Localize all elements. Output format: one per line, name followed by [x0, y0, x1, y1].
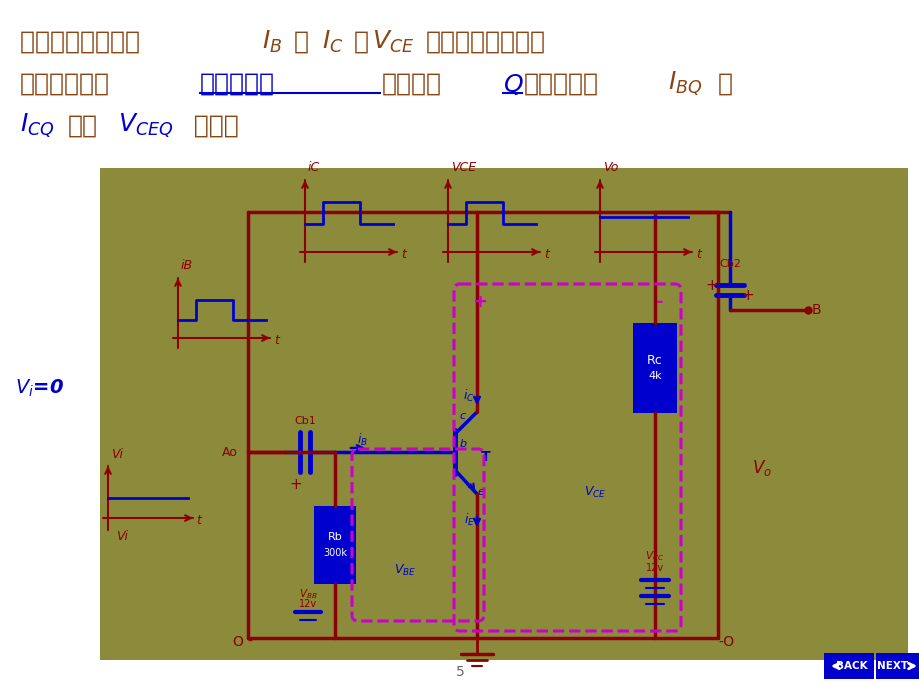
Text: $V_{CEQ}$: $V_{CEQ}$ — [118, 112, 174, 140]
Bar — [632, 323, 676, 413]
Bar — [100, 168, 907, 660]
Text: iC: iC — [308, 161, 320, 174]
Text: $I_B$: $I_B$ — [262, 29, 282, 55]
Text: +: + — [705, 277, 718, 293]
Text: +: + — [472, 293, 487, 311]
Text: 为一点，称为: 为一点，称为 — [20, 72, 110, 96]
Text: 12v: 12v — [299, 599, 317, 609]
Text: Cb2: Cb2 — [719, 259, 740, 269]
Text: c: c — [460, 411, 466, 421]
Bar — [823, 653, 873, 679]
Text: 、: 、 — [294, 30, 326, 54]
Text: 表示。: 表示。 — [185, 114, 239, 138]
Text: BACK: BACK — [835, 661, 867, 671]
Text: 12v: 12v — [645, 563, 664, 573]
Text: 静态时，三极管的: 静态时，三极管的 — [20, 30, 149, 54]
Text: $I_{CQ}$: $I_{CQ}$ — [20, 112, 54, 140]
Text: e: e — [477, 487, 484, 497]
Text: $I_C$: $I_C$ — [322, 29, 343, 55]
Text: Vi: Vi — [116, 529, 128, 542]
Text: 点。一般用: 点。一般用 — [524, 72, 598, 96]
Text: ，常称为: ，常称为 — [381, 72, 441, 96]
Text: Rb: Rb — [327, 532, 342, 542]
Text: $V_{CC}$: $V_{CC}$ — [645, 549, 664, 563]
Text: Vo: Vo — [602, 161, 618, 174]
Text: 、和: 、和 — [68, 114, 98, 138]
Text: $V_{CE}$: $V_{CE}$ — [371, 29, 414, 55]
Text: iB: iB — [181, 259, 193, 272]
Text: 4k: 4k — [648, 371, 661, 381]
Text: -: - — [655, 293, 663, 311]
Text: $V_{CE}$: $V_{CE}$ — [584, 484, 606, 500]
Text: t: t — [274, 333, 278, 346]
Text: T: T — [481, 450, 490, 464]
Text: $i_E$: $i_E$ — [463, 512, 474, 528]
Text: $V_o$: $V_o$ — [751, 458, 771, 478]
Text: t: t — [196, 513, 200, 526]
Text: -O: -O — [717, 635, 733, 649]
Text: 静态工作点: 静态工作点 — [199, 72, 275, 96]
Bar — [313, 506, 356, 584]
Text: Cb1: Cb1 — [294, 416, 315, 426]
Text: O: O — [232, 635, 243, 649]
Text: $V_i$=0: $V_i$=0 — [15, 377, 63, 399]
Text: $V_{BE}$: $V_{BE}$ — [393, 562, 415, 578]
Text: Rc: Rc — [646, 353, 663, 366]
Text: $i_C$: $i_C$ — [463, 388, 474, 404]
Text: +: + — [741, 288, 754, 302]
Text: VCE: VCE — [450, 161, 476, 174]
Text: 5: 5 — [455, 665, 464, 679]
Text: 、: 、 — [717, 72, 732, 96]
Text: -: - — [246, 635, 252, 649]
Text: t: t — [696, 248, 700, 261]
Text: 、: 、 — [354, 30, 369, 54]
Text: Vi: Vi — [111, 448, 123, 461]
Text: NEXT: NEXT — [877, 661, 908, 671]
Text: b: b — [460, 439, 467, 449]
Text: B: B — [811, 303, 821, 317]
Text: $Q$: $Q$ — [503, 72, 523, 97]
Text: Ao: Ao — [221, 446, 238, 458]
Text: $I_{BQ}$: $I_{BQ}$ — [667, 70, 702, 98]
Bar — [875, 653, 919, 679]
Text: t: t — [401, 248, 405, 261]
Text: 在特性曲线上确定: 在特性曲线上确定 — [425, 30, 545, 54]
Text: $i_B$: $i_B$ — [357, 432, 367, 448]
Text: 300k: 300k — [323, 548, 346, 558]
Text: +: + — [289, 477, 302, 492]
Text: $V_{BB}$: $V_{BB}$ — [299, 587, 317, 601]
Text: t: t — [543, 248, 549, 261]
